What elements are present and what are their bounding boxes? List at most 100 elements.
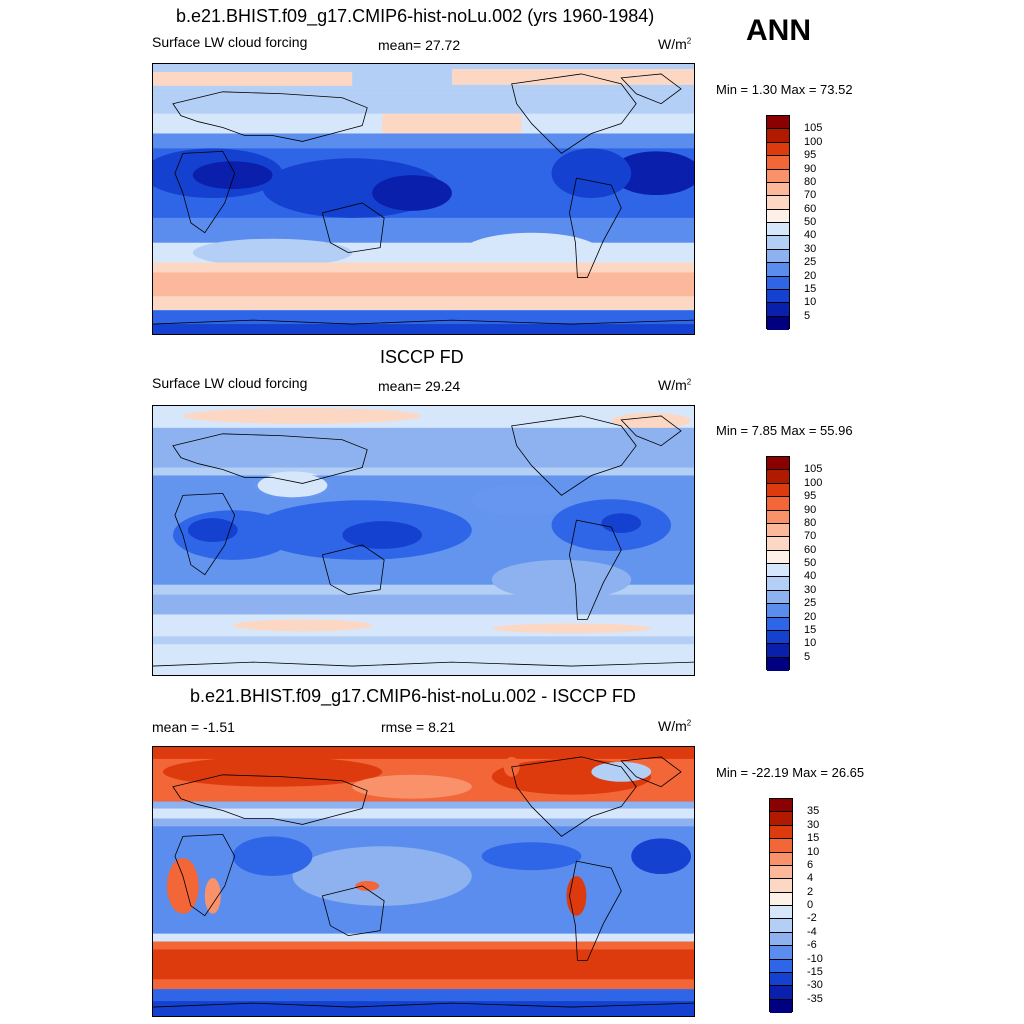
colorbar-tick-label: 2	[807, 885, 814, 898]
mean-label: mean = -1.51	[152, 719, 235, 735]
colorbar-swatch	[770, 852, 792, 866]
colorbar-tick-label: -2	[807, 912, 817, 925]
colorbar-swatch	[767, 196, 789, 210]
colorbar-swatch	[767, 303, 789, 317]
colorbar-swatch	[767, 142, 789, 157]
colorbar-swatch	[767, 263, 789, 277]
colorbar-swatch	[770, 932, 792, 947]
colorbar-swatch	[767, 209, 789, 223]
colorbar-swatch	[767, 470, 789, 484]
panel-title: ISCCP FD	[380, 347, 464, 367]
colorbar-swatch	[767, 577, 789, 591]
colorbar-tick-label: 70	[804, 530, 817, 543]
colorbar-tick-label: 50	[804, 216, 817, 228]
colorbar-tick-label: 10	[804, 637, 817, 650]
mean-label: mean= 29.24	[378, 378, 461, 394]
colorbar-swatch	[770, 825, 792, 840]
colorbar-tick-label: 50	[804, 557, 817, 569]
colorbar-tick-label: 20	[804, 269, 817, 282]
colorbar-swatch	[767, 564, 789, 578]
colorbar-swatch	[767, 657, 789, 671]
colorbar-tick-label: 4	[807, 872, 814, 885]
colorbar-swatch	[767, 116, 789, 130]
colorbar-tick-label: 30	[804, 242, 817, 255]
colorbar-tick-label: 90	[804, 503, 817, 516]
minmax-label: Min = -22.19 Max = 26.65	[716, 765, 865, 780]
colorbar-swatch	[767, 590, 789, 605]
colorbar-tick-label: 100	[804, 476, 823, 489]
colorbar-tick-label: 95	[804, 149, 817, 162]
colorbar-swatch	[770, 839, 792, 853]
colorbar-swatch	[767, 537, 789, 551]
colorbar-tick-label: 15	[804, 623, 817, 636]
colorbar-swatch	[770, 892, 792, 906]
colorbar-swatch	[767, 550, 789, 564]
colorbar-tick-label: -30	[807, 979, 823, 992]
colorbar-tick-label: -10	[807, 952, 823, 965]
colorbar-swatch	[770, 906, 792, 920]
colorbar-tick-label: 105	[804, 463, 823, 476]
colorbar-swatch	[770, 812, 792, 826]
map-plot	[152, 746, 695, 1017]
colorbar-tick-label: -35	[807, 992, 823, 1005]
colorbar-tick-label: 10	[807, 845, 820, 858]
map-field	[153, 64, 694, 334]
colorbar-tick-label: 80	[804, 175, 817, 188]
colorbar-swatch	[767, 169, 789, 183]
colorbar-tick-label: 6	[807, 858, 814, 871]
colorbar-swatch	[770, 879, 792, 893]
colorbar-swatch	[770, 799, 792, 813]
colorbar-tick-label: 30	[807, 818, 820, 831]
colorbar-swatch	[767, 510, 789, 524]
map-plot	[152, 63, 695, 335]
colorbar-tick-label: 35	[807, 805, 820, 818]
colorbar-tick-label: 5	[804, 309, 811, 322]
colorbar-tick-label: 15	[807, 832, 820, 845]
colorbar-tick-label: 40	[804, 229, 817, 242]
colorbar-swatch	[770, 919, 792, 933]
colorbar-swatch	[767, 129, 789, 143]
minmax-label: Min = 1.30 Max = 73.52	[716, 82, 853, 97]
colorbar-swatch	[767, 483, 789, 498]
colorbar-swatch	[767, 249, 789, 264]
colorbar-tick-label: 80	[804, 516, 817, 529]
colorbar	[766, 115, 790, 330]
colorbar-swatch	[767, 276, 789, 290]
colorbar-swatch	[767, 156, 789, 170]
colorbar-tick-label: 0	[807, 899, 814, 911]
colorbar-tick-label: 70	[804, 189, 817, 202]
colorbar-tick-label: 30	[804, 583, 817, 596]
units-label: W/m2	[658, 377, 692, 393]
colorbar-tick-label: 10	[804, 296, 817, 309]
colorbar-swatch	[767, 182, 789, 197]
colorbar-tick-label: 40	[804, 570, 817, 583]
colorbar-swatch	[767, 316, 789, 330]
units-label: W/m2	[658, 718, 692, 734]
colorbar-swatch	[767, 236, 789, 250]
mean-label: mean= 27.72	[378, 37, 461, 53]
rmse-label: rmse = 8.21	[381, 719, 456, 735]
colorbar-swatch	[770, 865, 792, 880]
minmax-label: Min = 7.85 Max = 55.96	[716, 423, 853, 438]
colorbar-swatch	[770, 972, 792, 987]
colorbar-swatch	[767, 457, 789, 471]
colorbar-swatch	[767, 497, 789, 511]
colorbar-tick-label: 100	[804, 135, 823, 148]
variable-label: Surface LW cloud forcing	[152, 34, 308, 50]
colorbar-tick-label: 20	[804, 610, 817, 623]
colorbar-swatch	[767, 630, 789, 645]
panel-title: b.e21.BHIST.f09_g17.CMIP6-hist-noLu.002 …	[176, 6, 655, 26]
units-label: W/m2	[658, 36, 692, 52]
colorbar-tick-label: 60	[804, 202, 817, 215]
colorbar-tick-label: -6	[807, 939, 817, 952]
colorbar	[766, 456, 790, 671]
colorbar-swatch	[767, 523, 789, 538]
colorbar-tick-label: -15	[807, 965, 823, 978]
colorbar-tick-label: 5	[804, 650, 811, 663]
colorbar-tick-label: 60	[804, 543, 817, 556]
colorbar-tick-label: 90	[804, 162, 817, 175]
colorbar-tick-label: 105	[804, 122, 823, 135]
colorbar-swatch	[767, 644, 789, 658]
colorbar-swatch	[767, 223, 789, 237]
colorbar-tick-label: 15	[804, 282, 817, 295]
